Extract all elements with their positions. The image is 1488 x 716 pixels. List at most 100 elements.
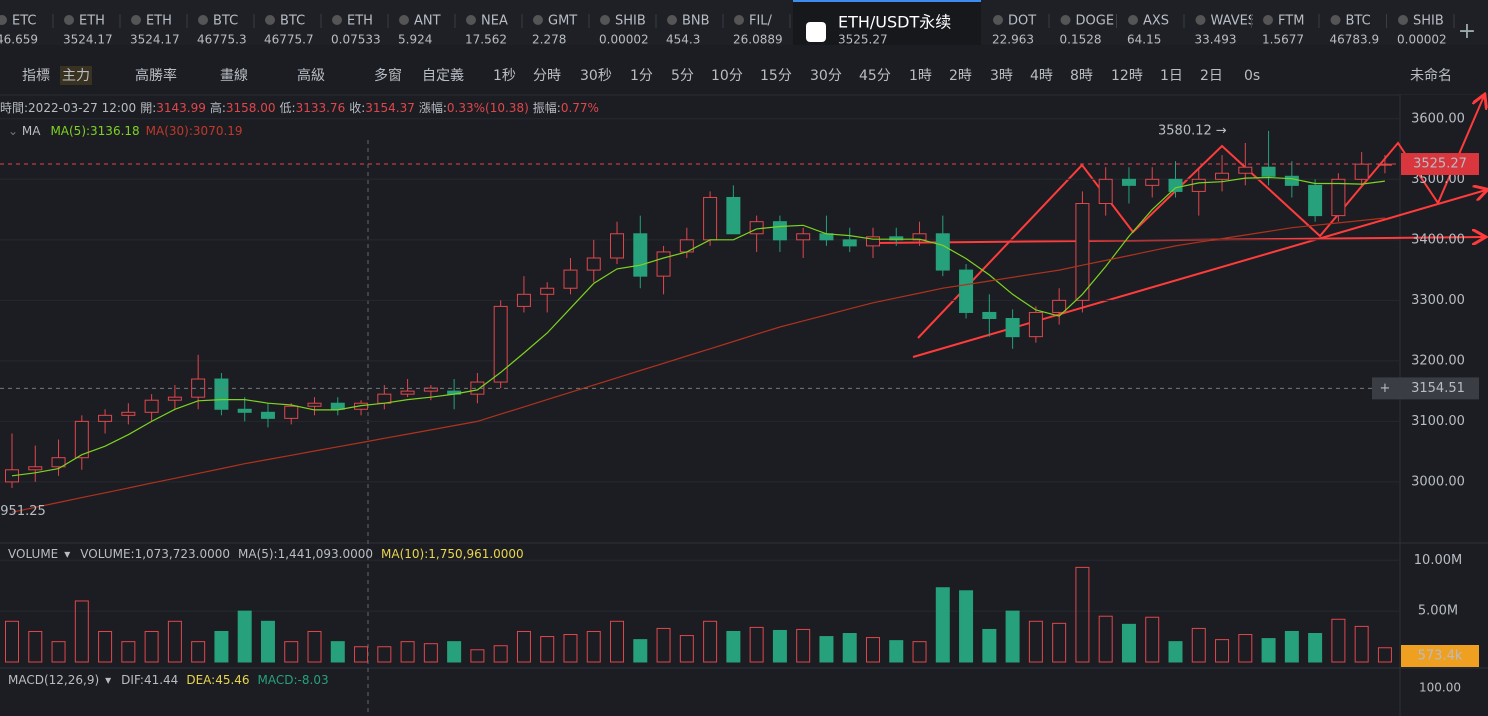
active-price: 3525.27 [838, 33, 888, 47]
tab-symbol[interactable]: BTC [213, 14, 238, 29]
tab[interactable]: ETH 3524.17 [63, 14, 121, 47]
toolbar-item[interactable]: 15分 [760, 68, 792, 84]
tab-price: 46775.7 [264, 33, 314, 47]
tab-symbol[interactable]: FTM [1278, 14, 1304, 29]
tab[interactable]: FTM 1.5677 [1262, 14, 1320, 47]
toolbar-item[interactable]: 1秒 [493, 68, 516, 84]
candle-body [1238, 166, 1253, 174]
toolbar-item[interactable]: 指標 [22, 68, 50, 84]
toolbar-item[interactable]: 高級 [297, 67, 325, 84]
tab[interactable]: BTC 46775.3 [197, 14, 255, 47]
tab-symbol[interactable]: ANT [414, 14, 441, 29]
tab[interactable]: DOGE 0.1528 [1060, 14, 1117, 47]
tab-symbol[interactable]: SHIB [1413, 14, 1444, 29]
tab[interactable]: BTC 46775.7 [264, 14, 322, 47]
toolbar-item[interactable]: 未命名 [1410, 67, 1452, 84]
volume-bar [1191, 627, 1206, 663]
add-tab[interactable]: + [1458, 19, 1476, 44]
toolbar-item[interactable]: 0s [1244, 68, 1260, 84]
toolbar-item[interactable]: 8時 [1070, 68, 1093, 84]
tab-symbol[interactable]: NEA [481, 14, 508, 29]
tab-symbol[interactable]: DOGE [1076, 14, 1115, 29]
toolbar-item[interactable]: 30分 [810, 68, 842, 84]
tab[interactable]: ETC 46.659 [0, 14, 54, 47]
tab-symbol[interactable]: BTC [280, 14, 305, 29]
tab[interactable]: WAVES 33.493 [1195, 14, 1257, 47]
coin-icon [466, 15, 476, 25]
toolbar-item[interactable]: 2時 [949, 68, 972, 84]
tab[interactable]: DOT 22.963 [992, 14, 1050, 47]
tab[interactable]: BNB 454.3 [666, 14, 724, 47]
tab-symbol[interactable]: BTC [1346, 14, 1371, 29]
toolbar-item[interactable]: 1分 [630, 68, 653, 84]
coin-icon [198, 15, 208, 25]
toolbar-item[interactable]: 10分 [711, 68, 743, 84]
volume-bar [819, 636, 834, 663]
candle-body [656, 251, 671, 277]
tab-symbol[interactable]: BNB [682, 14, 710, 29]
toolbar-item[interactable]: 2日 [1200, 68, 1223, 84]
toolbar-item[interactable]: 高勝率 [135, 67, 177, 84]
tab-price: 22.963 [992, 33, 1034, 47]
tab[interactable]: AXS 64.15 [1127, 14, 1185, 47]
toolbar-item[interactable]: 4時 [1030, 68, 1053, 84]
y-tick-label: 3600.00 [1411, 111, 1465, 126]
tab-symbol[interactable]: FIL/ [749, 14, 773, 29]
tab-price: 46783.9 [1330, 33, 1380, 47]
zigzag-path [917, 96, 1484, 339]
tab[interactable]: BTC 46783.9 [1330, 14, 1387, 47]
toolbar-item[interactable]: 自定義 [422, 67, 464, 84]
candle-body [307, 402, 322, 407]
volume-bar [633, 639, 648, 663]
toolbar-item[interactable]: 12時 [1111, 68, 1143, 84]
toolbar-item[interactable]: 1日 [1160, 68, 1183, 84]
candle-body [260, 411, 275, 419]
toolbar-item[interactable]: 主力 [62, 68, 90, 84]
coin-icon [734, 15, 744, 25]
toolbar-item[interactable]: 5分 [671, 68, 694, 84]
tab-symbol[interactable]: WAVES [1211, 14, 1257, 29]
tab[interactable]: GMT 2.278 [532, 14, 590, 47]
tab[interactable]: SHIB 0.00002 [599, 14, 657, 47]
active-symbol[interactable]: ETH/USDT永续 [838, 13, 951, 32]
volume-bar [1215, 639, 1230, 663]
tab[interactable]: NEA 17.562 [465, 14, 523, 47]
coin-icon [131, 15, 141, 25]
tab[interactable]: FIL/26.0889 [733, 14, 791, 47]
toolbar-item[interactable]: 畫線 [220, 68, 248, 84]
toolbar-item[interactable]: 多窗 [374, 67, 402, 84]
coin-icon [1195, 15, 1206, 25]
tab-price: 26.0889 [733, 33, 783, 47]
candle-body [1028, 311, 1043, 338]
tab-price: 0.07533 [331, 33, 381, 47]
y-tick-label: 3100.00 [1411, 414, 1465, 429]
tab-symbol[interactable]: ETC [12, 14, 36, 29]
toolbar-item[interactable]: 1時 [909, 68, 932, 84]
tab-symbol[interactable]: ETH [146, 14, 172, 29]
tab[interactable]: ETH 3524.17 [130, 14, 188, 47]
y-tick-label: 3500.00 [1411, 172, 1465, 187]
toolbar-item[interactable]: 45分 [859, 68, 891, 84]
tab-symbol[interactable]: DOT [1008, 14, 1036, 29]
volume-bar [679, 635, 694, 663]
tab-symbol[interactable]: GMT [548, 14, 577, 29]
tab-symbol[interactable]: ETH [79, 14, 105, 29]
tab-symbol[interactable]: ETH [347, 14, 373, 29]
candle-body [144, 399, 159, 413]
coin-icon [332, 15, 342, 25]
tab-symbol[interactable]: SHIB [615, 14, 646, 29]
tab[interactable]: ANT 5.924 [398, 14, 456, 47]
tab[interactable]: SHIB 0.00002 [1397, 14, 1455, 47]
candle-body [935, 233, 950, 271]
toolbar-item[interactable]: 3時 [990, 68, 1013, 84]
candle-body [889, 236, 904, 241]
candle-body [1215, 172, 1230, 180]
tab[interactable]: ETH 0.07533 [331, 14, 389, 47]
tab-price: 46775.3 [197, 33, 247, 47]
toolbar-item[interactable]: 30秒 [580, 68, 612, 84]
volume-bar [842, 633, 857, 663]
okx-icon [806, 22, 826, 42]
toolbar-item[interactable]: 分時 [533, 68, 561, 84]
volume-bar [74, 600, 89, 663]
tab-symbol[interactable]: AXS [1143, 14, 1169, 29]
